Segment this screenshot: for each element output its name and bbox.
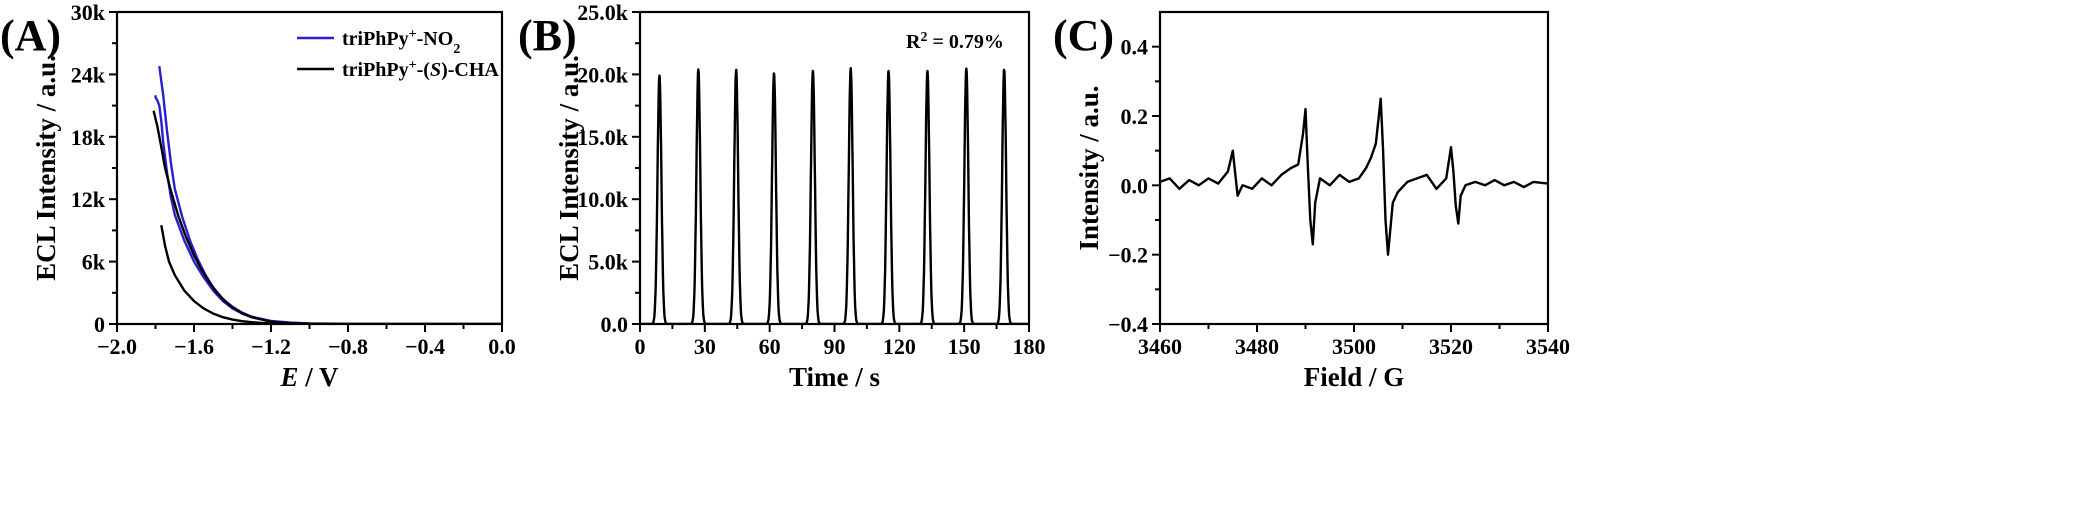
- y-tick-label: 25.0k: [577, 0, 629, 25]
- x-tick-label: 30: [694, 334, 716, 359]
- y-tick-label: 5.0k: [588, 250, 629, 275]
- y-tick-label: 0.0: [601, 312, 629, 337]
- panel-label: (C): [1053, 11, 1114, 60]
- series-line-trace-1: [1160, 97, 1548, 256]
- x-tick-label: 90: [824, 334, 846, 359]
- legend-sup: +: [409, 58, 417, 73]
- x-tick-label: −0.8: [328, 334, 368, 359]
- annotation-sup: 2: [920, 30, 927, 45]
- plot-area: [640, 67, 1029, 324]
- legend-italic: S: [430, 59, 441, 81]
- series-line-trace-1: [640, 67, 1029, 324]
- x-tick-label: 3480: [1235, 334, 1279, 359]
- panel-label: (B): [518, 11, 577, 60]
- x-axis-label: Field / G: [1304, 362, 1405, 392]
- y-tick-label: 18k: [71, 125, 106, 150]
- x-tick-label: 60: [759, 334, 781, 359]
- x-tick-label: 120: [883, 334, 916, 359]
- y-tick-label: 0.4: [1121, 35, 1149, 60]
- annotation-text: = 0.79%: [927, 31, 1003, 53]
- x-tick-label: 3520: [1429, 334, 1473, 359]
- y-tick-label: 0.2: [1121, 104, 1149, 129]
- legend-sup: +: [409, 27, 417, 42]
- y-tick-label: 12k: [71, 187, 106, 212]
- plot-area: [152, 65, 502, 324]
- y-tick-label: 0.0: [1121, 173, 1149, 198]
- legend-text: -NO: [417, 28, 454, 50]
- y-tick-label: 6k: [82, 250, 106, 275]
- legend-text: )-CHA: [441, 59, 499, 81]
- legend-text: triPhPy: [342, 28, 409, 50]
- plot-area: [1160, 97, 1548, 256]
- legend-label: triPhPy+-NO2: [342, 27, 460, 57]
- y-tick-label: 15.0k: [577, 125, 629, 150]
- x-tick-label: −2.0: [97, 334, 137, 359]
- legend-text: -(: [417, 59, 431, 81]
- legend-label: triPhPy+-(S)-CHA: [342, 58, 499, 82]
- y-tick-label: −0.4: [1108, 312, 1148, 337]
- x-tick-label: 3460: [1138, 334, 1182, 359]
- annotation-text: R: [906, 31, 921, 53]
- y-axis-label: Intensity / a.u.: [1074, 85, 1104, 250]
- chart-panel-2: (B) 0 30 60 90 120 150 180 0.0 5.0k 10.0k 15.0k 20.0…: [518, 0, 1046, 392]
- x-axis-label: E / V: [279, 362, 339, 392]
- y-tick-label: 30k: [71, 0, 106, 25]
- series-line-triphpy-no2: [154, 65, 502, 324]
- y-axis-label: ECL Intensity / a.u.: [31, 55, 61, 281]
- plot-frame: [1158, 10, 1550, 326]
- x-tick-label: −1.6: [174, 334, 214, 359]
- x-tick-label: −1.2: [251, 334, 291, 359]
- x-tick-label: 180: [1013, 334, 1046, 359]
- y-tick-label: −0.2: [1108, 243, 1148, 268]
- x-axis-label: Time / s: [789, 362, 880, 392]
- y-axis-label: ECL Intensity / a.u.: [554, 55, 584, 281]
- legend-sub: 2: [453, 42, 460, 57]
- x-tick-label: 3540: [1526, 334, 1570, 359]
- x-tick-label: 150: [948, 334, 981, 359]
- series-line-triphpy-s-cha: [152, 110, 502, 324]
- y-tick-label: 20.0k: [577, 62, 629, 87]
- x-axis-label-italic: E: [279, 362, 298, 392]
- x-tick-label: 0: [635, 334, 646, 359]
- y-tick-label: 24k: [71, 62, 106, 87]
- x-axis-label-rest: / V: [299, 362, 340, 392]
- chart-panel-1: (A) −2.0 −1.6 −1.2 −0.8 −0.4 0.0 0 6k 12k 18k 24k 30…: [0, 0, 516, 392]
- r-squared-annotation: R2 = 0.79%: [906, 30, 1004, 54]
- y-tick-label: 0: [94, 312, 105, 337]
- x-tick-label: 0.0: [488, 334, 516, 359]
- x-tick-label: 3500: [1332, 334, 1376, 359]
- x-tick-label: −0.4: [405, 334, 445, 359]
- legend-text: triPhPy: [342, 59, 409, 81]
- y-tick-label: 10.0k: [577, 187, 629, 212]
- chart-panel-3: (C) 3460 3480 3500 3520 3540 −0.4 −0.2 0.0 0.2 0.4…: [1053, 10, 1570, 392]
- panel-label: (A): [0, 11, 61, 60]
